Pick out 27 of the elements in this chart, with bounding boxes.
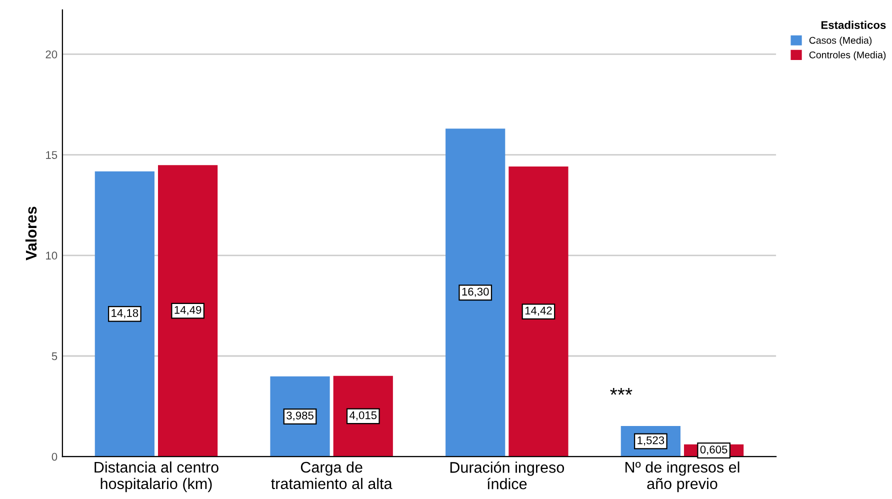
annotation: *** [610,388,632,395]
data-label: 0,605 [700,446,728,455]
data-label: 14,18 [112,309,138,318]
bar [158,165,218,457]
y-tick-label: 15 [46,151,58,159]
x-tick-label: Nº de ingresos el año previo [626,461,740,492]
data-label: 14,49 [174,306,202,316]
y-tick-label: 5 [52,352,58,360]
y-axis-title: Valores [25,206,37,260]
data-label: 16,30 [462,288,489,297]
data-label: 4,015 [349,411,377,420]
legend-title: Estadisticos [821,20,886,29]
y-tick-label: 10 [46,252,58,260]
data-label: 1,523 [638,436,664,446]
x-tick-label: Distancia al centro hospitalario (km) [94,461,218,492]
bar [94,171,154,457]
legend-label: Controles (Media) [809,51,886,60]
x-tick-label: Duración ingreso índice [450,461,564,490]
bar [508,166,568,457]
legend-label: Casos (Media) [809,36,872,46]
bar [446,128,506,457]
y-tick-label: 20 [46,50,58,58]
y-tick-label: 0 [52,452,58,461]
data-label: 3,985 [286,412,314,421]
data-label: 14,42 [525,306,552,316]
x-tick-label: Carga de tratamiento al alta [271,461,392,490]
bar [333,376,393,457]
